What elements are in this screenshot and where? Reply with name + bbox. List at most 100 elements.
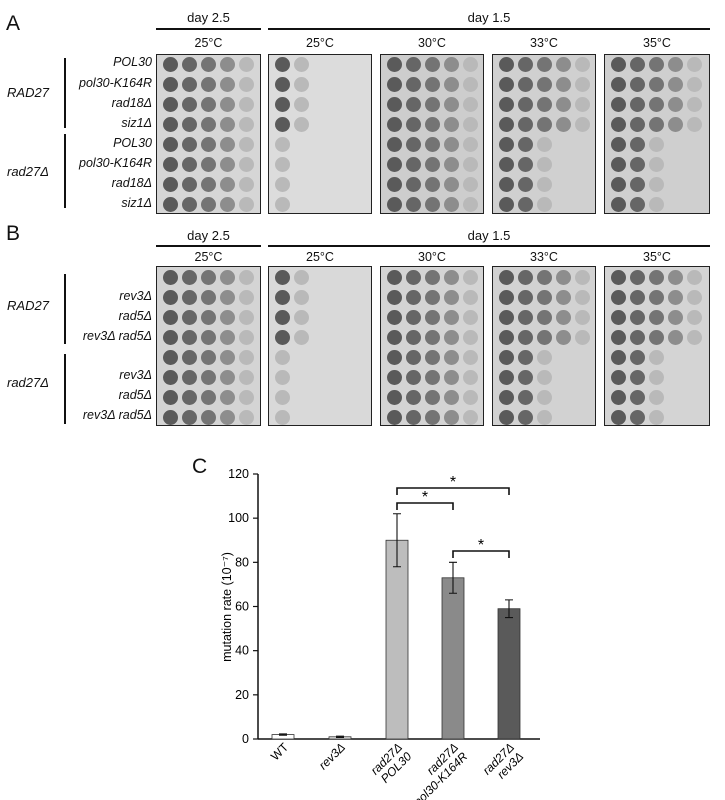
colony-spot	[499, 176, 514, 192]
colony-spot	[630, 329, 645, 345]
colony-spot	[649, 409, 664, 425]
colony-spot	[220, 176, 235, 192]
colony-spot	[499, 269, 514, 285]
colony-spot	[668, 56, 683, 72]
colony-spot	[425, 369, 440, 385]
colony-spot	[294, 269, 309, 285]
y-axis-ticks: 0 20 40 60 80 100 120	[228, 467, 258, 746]
colony-spot	[239, 309, 254, 325]
colony-spot	[611, 136, 626, 152]
colony-spot	[163, 409, 178, 425]
colony-spot	[294, 56, 309, 72]
colony-spot	[575, 289, 590, 305]
panel-b-plate-4	[492, 266, 596, 426]
significance-bracket	[396, 502, 454, 510]
colony-spot	[649, 116, 664, 132]
x-tick-label: rad27Δpol30-K164R	[401, 740, 471, 800]
colony-spot	[463, 176, 478, 192]
panel-b-plate-2	[268, 266, 372, 426]
colony-spot	[556, 56, 571, 72]
colony-spot	[182, 329, 197, 345]
colony-spot	[537, 196, 552, 212]
colony-spot	[556, 96, 571, 112]
panel-b-strain-4: rev3Δ	[119, 368, 152, 382]
colony-spot	[518, 369, 533, 385]
colony-spot	[201, 116, 216, 132]
colony-spot	[387, 196, 402, 212]
colony-spot	[463, 136, 478, 152]
colony-spot	[163, 269, 178, 285]
panel-b-strain-1: rev3Δ	[119, 289, 152, 303]
panel-b-group-rad27-bar	[64, 274, 66, 344]
colony-spot	[182, 76, 197, 92]
colony-spot	[630, 156, 645, 172]
colony-spot	[220, 96, 235, 112]
panel-a-plate-3	[380, 54, 484, 214]
colony-spot	[406, 136, 421, 152]
colony-spot	[201, 176, 216, 192]
x-tick-label: WT	[268, 740, 292, 764]
panel-b-temp-4: 33°C	[530, 250, 558, 264]
colony-spot	[387, 369, 402, 385]
colony-spot	[294, 116, 309, 132]
colony-spot	[518, 349, 533, 365]
colony-spot	[275, 56, 290, 72]
panel-a-day-left: day 2.5	[187, 10, 230, 25]
colony-spot	[163, 176, 178, 192]
panel-a-day-right-rule	[268, 28, 710, 30]
panel-a-strain-3: rad18Δ	[111, 96, 152, 110]
colony-spot	[518, 56, 533, 72]
panel-b-letter: B	[6, 222, 21, 245]
colony-spot	[668, 76, 683, 92]
colony-spot	[239, 349, 254, 365]
colony-spot	[387, 349, 402, 365]
colony-spot	[537, 76, 552, 92]
y-tick-label: 20	[235, 688, 249, 702]
colony-spot	[611, 309, 626, 325]
colony-spot	[239, 76, 254, 92]
colony-spot	[294, 309, 309, 325]
panel-b-group-rad27d-bar	[64, 354, 66, 424]
colony-spot	[499, 289, 514, 305]
colony-spot	[556, 269, 571, 285]
colony-spot	[220, 329, 235, 345]
colony-spot	[294, 289, 309, 305]
significance-star: *	[478, 537, 484, 554]
colony-spot	[499, 389, 514, 405]
colony-spot	[649, 329, 664, 345]
colony-spot	[406, 389, 421, 405]
panel-b-plate-3	[380, 266, 484, 426]
colony-spot	[537, 269, 552, 285]
colony-spot	[611, 96, 626, 112]
colony-spot	[518, 329, 533, 345]
colony-spot	[630, 176, 645, 192]
colony-spot	[611, 409, 626, 425]
colony-spot	[201, 56, 216, 72]
colony-spot	[518, 309, 533, 325]
colony-spot	[406, 329, 421, 345]
colony-spot	[630, 96, 645, 112]
colony-spot	[611, 56, 626, 72]
colony-spot	[387, 116, 402, 132]
colony-spot	[463, 56, 478, 72]
panel-b-strain-2: rad5Δ	[118, 309, 152, 323]
colony-spot	[611, 389, 626, 405]
panel-b-temp-3: 30°C	[418, 250, 446, 264]
colony-spot	[444, 196, 459, 212]
colony-spot	[444, 349, 459, 365]
colony-spot	[163, 116, 178, 132]
colony-spot	[463, 369, 478, 385]
colony-spot	[220, 289, 235, 305]
colony-spot	[575, 96, 590, 112]
colony-spot	[649, 76, 664, 92]
colony-spot	[425, 309, 440, 325]
colony-spot	[611, 329, 626, 345]
panel-a-plate-4	[492, 54, 596, 214]
colony-spot	[556, 76, 571, 92]
colony-spot	[182, 349, 197, 365]
colony-spot	[444, 389, 459, 405]
colony-spot	[201, 156, 216, 172]
colony-spot	[406, 349, 421, 365]
colony-spot	[463, 269, 478, 285]
colony-spot	[163, 196, 178, 212]
